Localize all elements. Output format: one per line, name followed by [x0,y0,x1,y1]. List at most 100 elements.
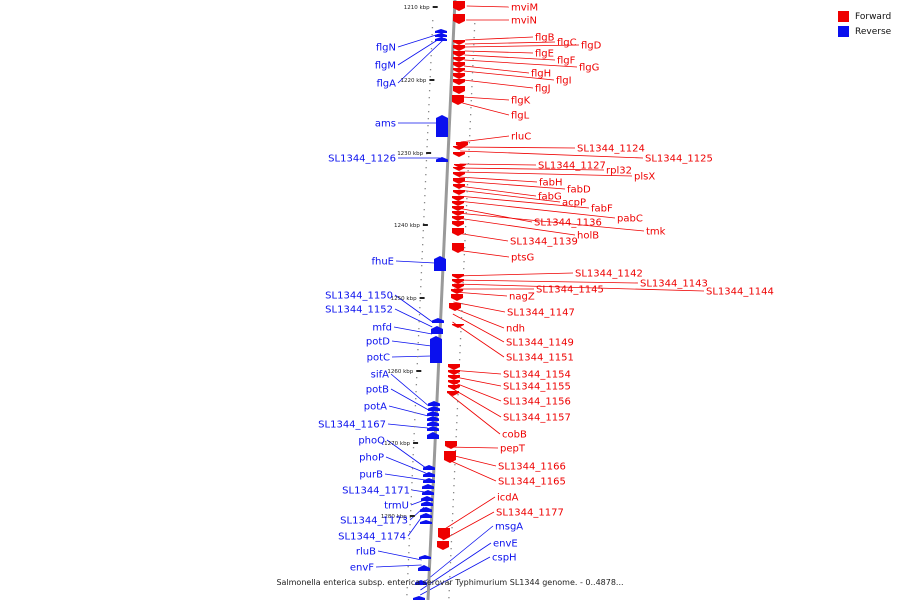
axis-tick-label: 1230 kbp [397,151,423,157]
track-dot [422,244,424,246]
forward-gene-glyph [453,68,465,73]
leader-line-forward [465,36,534,41]
legend: Forward Reverse [838,9,891,39]
forward-gene-glyph [448,364,460,370]
reverse-gene-label: sifA [371,370,390,381]
axis-tick-label: 1250 kbp [391,296,417,302]
track-dot [473,30,476,32]
reverse-gene-label: envE [493,539,518,550]
forward-gene-label: SL1344_1157 [503,413,571,424]
track-dot [427,118,429,120]
forward-gene-label: SL1344_1125 [645,154,713,165]
track-dot [431,34,433,36]
track-dot [406,594,408,596]
track-dot [474,23,476,25]
leader-line-forward [460,150,644,159]
track-dot [410,503,412,505]
track-dot [466,184,469,186]
legend-label-reverse: Reverse [855,26,892,37]
forward-gene-label: SL1344_1155 [503,382,571,393]
reverse-gene-label: potB [366,385,389,396]
forward-gene-label: tmk [646,227,666,238]
track-dot [456,408,459,410]
axis-tick-label: 1270 kbp [384,441,410,447]
forward-gene-label: flgL [511,111,530,122]
forward-gene-glyph [453,146,465,150]
track-dot [473,44,475,46]
forward-gene-glyph [452,196,464,201]
reverse-gene-label: flgM [375,61,396,72]
leader-line-reverse [420,556,491,596]
forward-gene-label: mviN [511,16,537,27]
track-dot [448,590,450,592]
track-dot [455,429,458,431]
forward-gene-glyph [451,294,463,301]
track-dot [408,545,410,547]
leader-line-forward [446,446,499,449]
leader-line-forward [452,321,505,358]
forward-gene-glyph [453,167,465,171]
forward-gene-glyph [452,206,464,211]
axis-tick [422,224,428,226]
forward-gene-label: pabC [617,214,643,225]
axis-dots [406,20,476,599]
leader-line-reverse [384,473,426,481]
track-dot [472,51,475,53]
leader-line-forward [454,283,705,292]
track-dot [452,492,455,494]
forward-gene-label: flgH [531,69,551,80]
leader-line-forward [459,171,633,177]
track-dot [414,405,417,407]
forward-gene-glyph [452,279,464,284]
leader-line-reverse [386,439,427,469]
track-dot [429,83,431,85]
track-dot [467,177,469,179]
reverse-gene-glyph [420,507,432,512]
forward-gene-label: mviM [511,3,538,14]
forward-gene-glyph [453,86,465,94]
track-dot [449,562,452,564]
leader-line-reverse [385,456,426,474]
track-dot [448,597,450,599]
axis-tick [426,152,432,154]
track-dot [467,170,469,172]
track-dot [414,419,416,421]
track-dot [464,226,467,228]
reverse-gene-glyph [431,326,443,334]
leader-line-forward [465,41,556,45]
track-dot [430,62,432,64]
forward-gene-label: flgG [579,63,599,74]
reverse-gene-glyph [420,520,432,524]
reverse-gene-label: potA [364,402,387,413]
track-dot [407,559,410,561]
track-dot [419,300,421,302]
track-dot [452,513,454,515]
track-dot [457,401,459,403]
track-dot [458,373,460,375]
track-dot [470,114,472,116]
track-dot [430,48,433,50]
leader-line-reverse [375,564,422,568]
track-dot [409,531,411,533]
track-dot [406,587,408,589]
track-dot [459,345,461,347]
forward-gene-label: SL1344_1143 [640,279,708,290]
leader-line-forward [464,59,578,68]
track-dot [421,258,423,260]
track-dot [450,541,453,543]
leader-line-reverse [411,489,425,493]
track-dot [426,146,428,148]
track-dot [461,310,463,312]
track-dot [471,72,474,74]
forward-gene-glyph [453,40,465,45]
axis-tick-label: 1240 kbp [394,223,420,229]
forward-gene-label: pepT [500,444,526,455]
reverse-gene-label: phoQ [358,436,385,447]
track-dot [409,517,412,519]
leader-line-reverse [391,340,432,347]
forward-gene-label: SL1344_1127 [538,161,606,172]
reverse-gene-label: mfd [372,323,392,334]
reverse-gene-glyph [415,580,427,585]
reverse-gene-glyph [427,411,439,416]
